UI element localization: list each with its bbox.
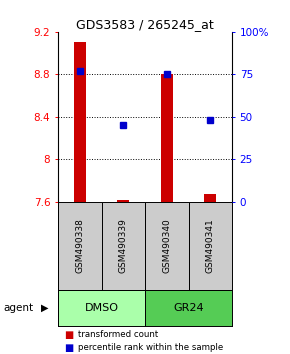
Text: agent: agent [3, 303, 33, 313]
Bar [58, 202, 102, 290]
Text: DMSO: DMSO [84, 303, 119, 313]
Text: ■: ■ [64, 343, 73, 353]
Text: ■: ■ [64, 330, 73, 339]
Bar [58, 290, 145, 326]
Text: GSM490338: GSM490338 [75, 218, 84, 274]
Bar [145, 202, 188, 290]
Bar [188, 202, 232, 290]
Bar [102, 202, 145, 290]
Bar [117, 200, 129, 202]
Title: GDS3583 / 265245_at: GDS3583 / 265245_at [76, 18, 214, 31]
Bar [74, 42, 86, 202]
Text: GR24: GR24 [173, 303, 204, 313]
Bar [204, 194, 216, 202]
Text: GSM490340: GSM490340 [162, 219, 171, 273]
Text: percentile rank within the sample: percentile rank within the sample [78, 343, 224, 352]
Text: ▶: ▶ [41, 303, 49, 313]
Text: transformed count: transformed count [78, 330, 159, 339]
Bar [161, 74, 173, 202]
Bar [145, 290, 232, 326]
Text: GSM490339: GSM490339 [119, 218, 128, 274]
Text: GSM490341: GSM490341 [206, 219, 215, 273]
